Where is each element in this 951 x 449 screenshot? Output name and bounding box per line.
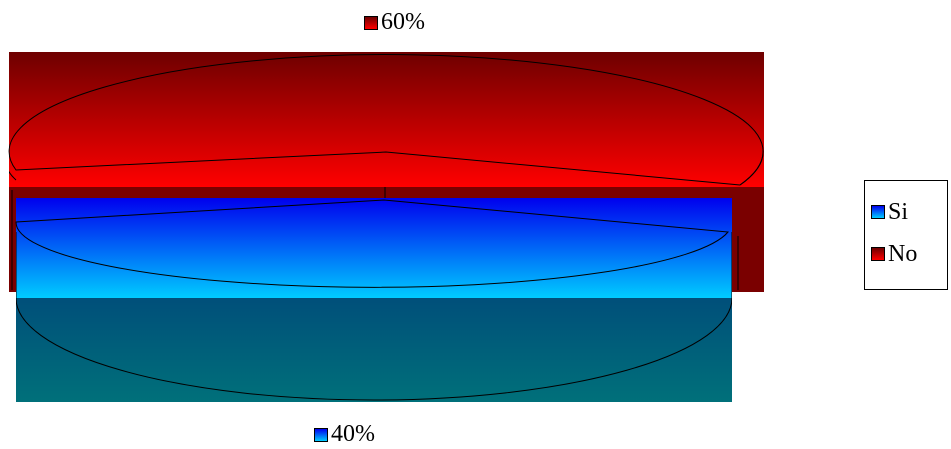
data-label-si: 40% [314,421,375,448]
legend: Si No [864,180,948,290]
legend-swatch-no [871,247,885,261]
swatch-no [364,15,378,30]
legend-item-no: No [865,233,947,275]
data-label-no: 60% [364,9,425,36]
legend-label-si: Si [888,198,909,225]
swatch-si [314,427,328,442]
legend-item-si: Si [865,191,947,233]
legend-swatch-si [871,205,885,219]
pie-slice-si [15,198,732,402]
legend-label-no: No [888,240,918,267]
data-label-si-text: 40% [331,421,375,447]
data-label-no-text: 60% [381,9,425,35]
